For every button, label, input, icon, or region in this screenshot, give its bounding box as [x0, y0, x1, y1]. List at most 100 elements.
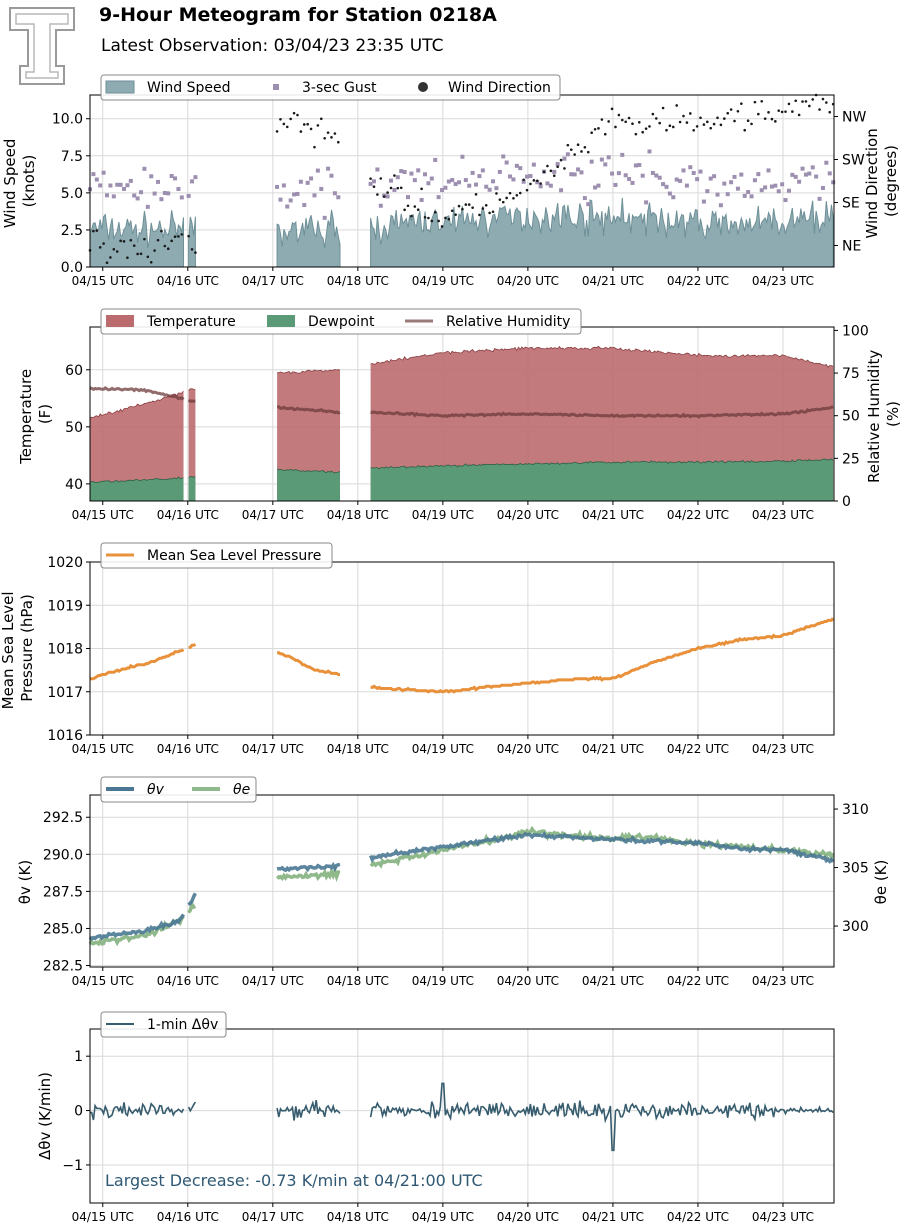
- gust-point: [511, 177, 516, 182]
- gust-point: [443, 185, 448, 190]
- dtheta-axis-label: Δθv (K/min): [36, 1072, 54, 1160]
- gust-point: [484, 184, 489, 189]
- gust-point: [162, 190, 167, 195]
- direction-point: [607, 120, 610, 123]
- direction-point: [648, 125, 651, 128]
- direction-point: [692, 128, 696, 132]
- time-tick-label: 04/17 UTC: [242, 742, 304, 756]
- gust-point: [429, 176, 434, 181]
- direction-point: [763, 117, 767, 120]
- y-tick-label: 0.0: [61, 260, 83, 276]
- gust-point: [698, 169, 703, 174]
- direction-point: [808, 104, 811, 108]
- time-tick-label: 04/15 UTC: [72, 274, 134, 288]
- dtheta-marks: [90, 1082, 834, 1152]
- direction-point: [386, 191, 389, 194]
- direction-point: [275, 130, 279, 133]
- direction-point: [289, 117, 292, 121]
- gust-point: [603, 162, 608, 167]
- direction-point: [450, 209, 454, 213]
- gust-point: [292, 192, 297, 197]
- gust-point: [149, 174, 154, 179]
- direction-point: [699, 116, 702, 120]
- gust-point: [803, 172, 808, 177]
- y-tick-label: 282.5: [43, 959, 83, 975]
- direction-point: [610, 107, 614, 111]
- direction-point: [624, 120, 627, 124]
- y2-tick-label: 50: [842, 409, 860, 425]
- direction-legend-swatch: [418, 82, 428, 92]
- y-tick-label: 1016: [47, 728, 83, 744]
- direction-point: [508, 191, 512, 195]
- direction-point: [488, 211, 491, 215]
- y-tick-label: 60: [65, 363, 83, 379]
- direction-point: [723, 117, 726, 120]
- time-tick-label: 04/15 UTC: [72, 974, 134, 988]
- direction-point: [498, 198, 502, 201]
- gust-point: [576, 167, 581, 172]
- dtheta-ticks: −1 0 1: [62, 1049, 90, 1174]
- gust-point: [708, 176, 713, 181]
- time-tick-label: 04/20 UTC: [497, 742, 559, 756]
- wind-ylabel-line1: Wind Speed: [1, 139, 19, 229]
- gust-point: [705, 189, 710, 194]
- gust-point: [156, 179, 161, 184]
- direction-point: [797, 113, 801, 117]
- direction-point: [600, 118, 604, 121]
- direction-point: [173, 235, 177, 239]
- gust-point: [610, 171, 615, 176]
- gust-point: [453, 182, 458, 187]
- direction-point: [413, 205, 417, 208]
- gust-point: [814, 174, 819, 179]
- gust-point: [166, 191, 171, 196]
- dewpoint-line: [188, 476, 196, 479]
- gust-point: [817, 196, 822, 201]
- gust-point: [285, 204, 290, 209]
- time-tick-label: 04/19 UTC: [412, 274, 474, 288]
- gust-point: [715, 192, 720, 197]
- direction-point: [105, 261, 109, 265]
- gust-point: [783, 198, 788, 203]
- gust-point: [759, 188, 764, 193]
- gust-point: [514, 163, 519, 168]
- gust-point: [305, 180, 310, 185]
- wind-legend-box: [100, 74, 561, 101]
- direction-point: [190, 248, 194, 251]
- wind-direction-ticks: NE SE SW NW: [834, 110, 866, 255]
- gust-point: [298, 179, 303, 184]
- direction-point: [525, 188, 529, 192]
- time-tick-label: 04/15 UTC: [72, 742, 134, 756]
- direction-point: [811, 98, 815, 101]
- direction-point: [552, 174, 556, 178]
- dtheta-legend: 1-min Δθv: [100, 1011, 227, 1038]
- gust-point: [735, 186, 740, 191]
- humidity-axis-label: Relative Humidity (%): [865, 345, 902, 483]
- humidity-ylabel-line1: Relative Humidity: [865, 350, 883, 483]
- direction-point: [535, 179, 539, 183]
- time-tick-label: 04/16 UTC: [157, 274, 219, 288]
- direction-point: [740, 102, 743, 105]
- gust-point: [179, 195, 184, 200]
- gust-point: [368, 181, 373, 186]
- direction-point: [658, 121, 661, 125]
- direction-point: [736, 109, 740, 113]
- gust-point: [295, 191, 300, 196]
- dtheta-line: [276, 1099, 341, 1121]
- gust-point: [664, 184, 669, 189]
- dewpoint-area: [188, 476, 196, 501]
- y-tick-label: 2.5: [61, 223, 83, 239]
- direction-point: [512, 196, 515, 200]
- gust-point: [389, 178, 394, 183]
- gust-point: [807, 171, 812, 176]
- theta-legend-box: [100, 776, 257, 803]
- direction-point: [369, 177, 372, 180]
- direction-point: [163, 244, 167, 248]
- direction-point: [719, 123, 723, 127]
- gust-point: [790, 172, 795, 177]
- wind-y2label-line2: (degrees): [882, 145, 900, 217]
- gust-point: [756, 172, 761, 177]
- gust-point: [572, 172, 577, 177]
- temperature-legend-box: [100, 308, 582, 335]
- gust-point: [797, 179, 802, 184]
